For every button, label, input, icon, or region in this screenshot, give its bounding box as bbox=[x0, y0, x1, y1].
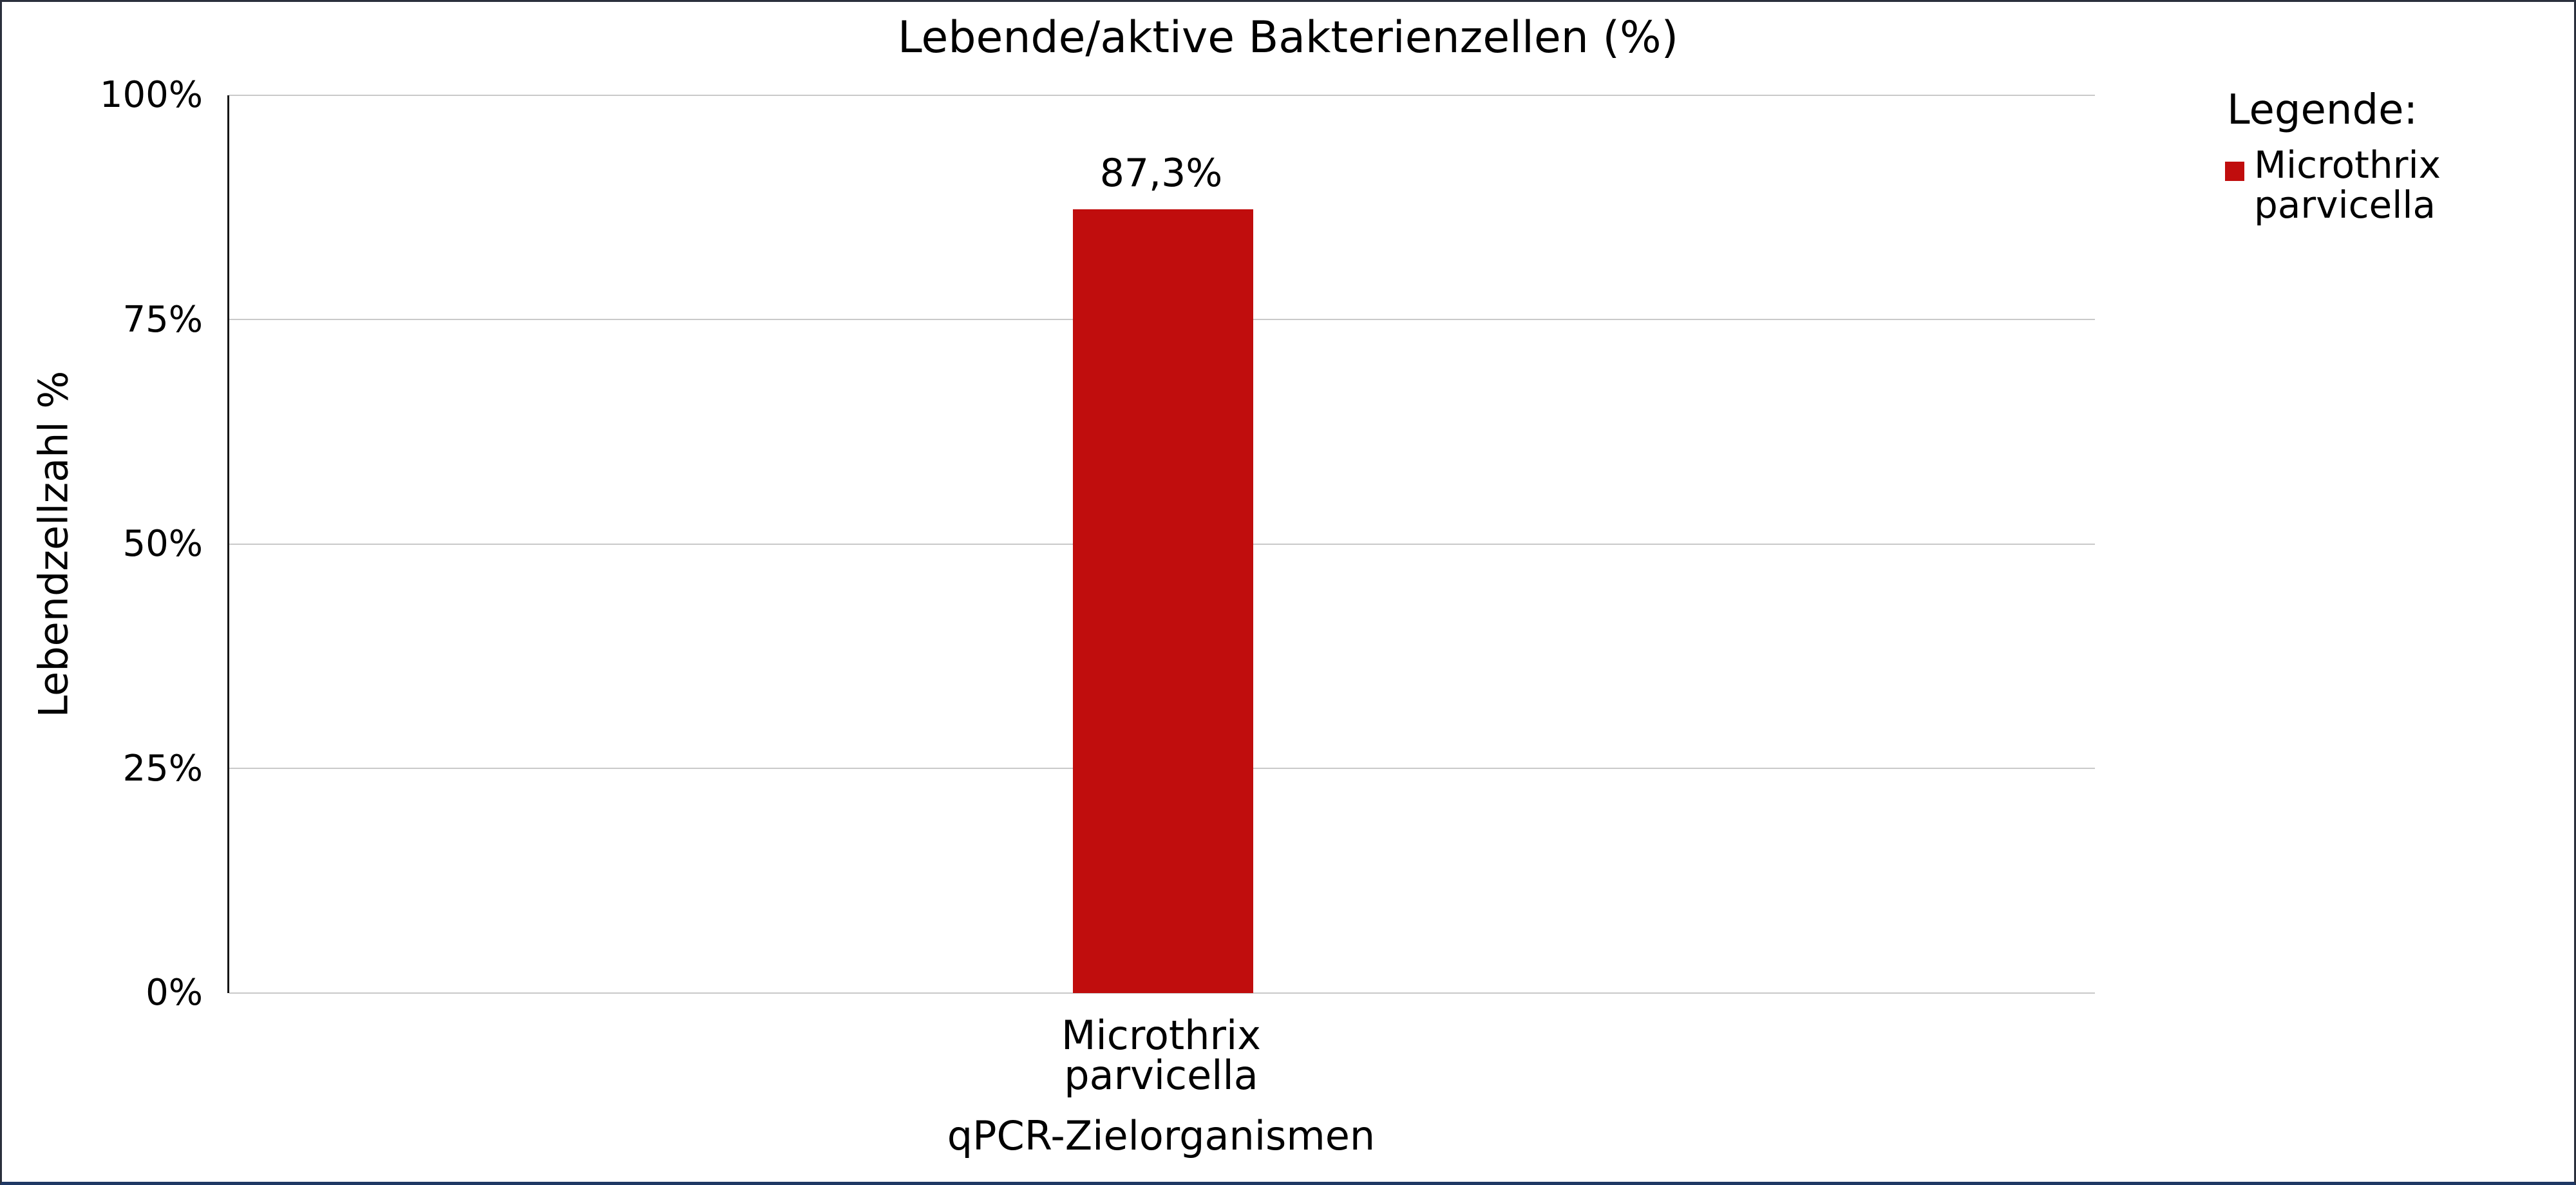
bar-microthrix-parvicella[interactable] bbox=[1073, 209, 1253, 993]
y-tick-label: 0% bbox=[146, 972, 203, 1014]
legend-title: Legende: bbox=[2227, 86, 2418, 134]
y-tick-label: 50% bbox=[122, 523, 203, 565]
legend-label-line2: parvicella bbox=[2254, 183, 2436, 227]
x-axis-title: qPCR-Zielorganismen bbox=[947, 1112, 1376, 1159]
y-tick-label: 75% bbox=[122, 299, 203, 341]
gridline bbox=[229, 95, 2095, 96]
y-tick-label: 100% bbox=[99, 74, 203, 116]
y-tick-label: 25% bbox=[122, 748, 203, 790]
legend-label-line1: Microthrix bbox=[2254, 143, 2441, 187]
x-tick-label-line2: parvicella bbox=[1064, 1052, 1258, 1099]
x-tick-label-line1: Microthrix bbox=[1061, 1012, 1261, 1059]
bar-value-label: 87,3% bbox=[1099, 151, 1223, 196]
gridline bbox=[229, 992, 2095, 994]
x-tick-label: Microthrix parvicella bbox=[1061, 1016, 1261, 1095]
plot-area bbox=[227, 95, 2095, 994]
legend-entry-microthrix-parvicella[interactable]: Microthrix parvicella bbox=[2225, 145, 2441, 225]
legend-marker-icon bbox=[2225, 162, 2244, 181]
chart-title: Lebende/aktive Bakterienzellen (%) bbox=[897, 12, 1679, 63]
legend: Legende: Microthrix parvicella bbox=[2225, 84, 2441, 225]
